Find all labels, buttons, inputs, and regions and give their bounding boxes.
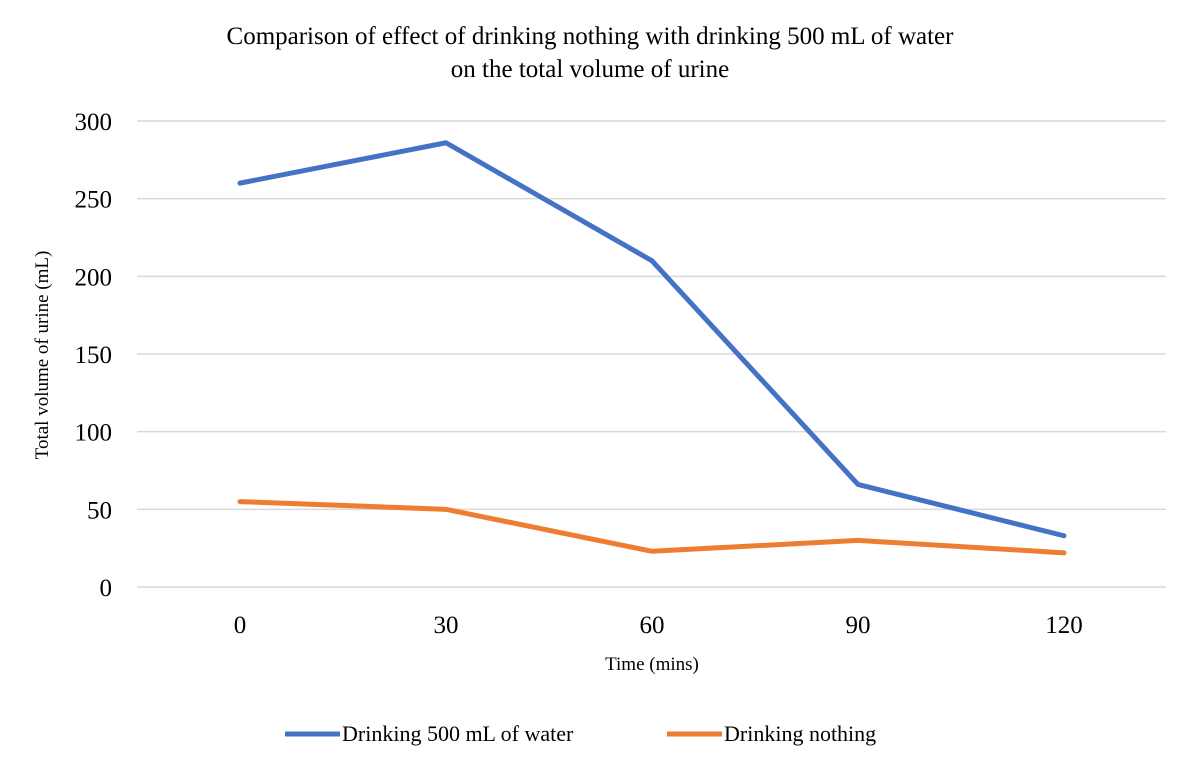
- y-tick-label: 0: [100, 575, 113, 602]
- x-tick-label: 30: [434, 612, 459, 639]
- legend-label: Drinking nothing: [724, 721, 876, 746]
- x-axis-label: Time (mins): [605, 654, 699, 675]
- y-tick-label: 100: [75, 420, 113, 447]
- y-tick-label: 300: [75, 109, 113, 136]
- series-line: [237, 140, 1067, 539]
- y-tick-label: 200: [75, 264, 113, 291]
- y-tick-label: 50: [87, 497, 112, 524]
- y-tick-label: 250: [75, 187, 113, 214]
- x-tick-label: 120: [1045, 612, 1083, 639]
- y-axis-label: Total volume of urine (mL): [32, 251, 53, 460]
- x-tick-label: 60: [640, 612, 665, 639]
- legend-label: Drinking 500 mL of water: [342, 721, 574, 746]
- chart-title-line-1: Comparison of effect of drinking nothing…: [227, 23, 955, 50]
- chart-title-line-2: on the total volume of urine: [451, 56, 729, 83]
- x-tick-label: 0: [234, 612, 247, 639]
- x-tick-label: 90: [846, 612, 871, 639]
- y-tick-label: 150: [75, 342, 113, 369]
- legend: Drinking 500 mL of water Drinking nothing: [285, 721, 876, 746]
